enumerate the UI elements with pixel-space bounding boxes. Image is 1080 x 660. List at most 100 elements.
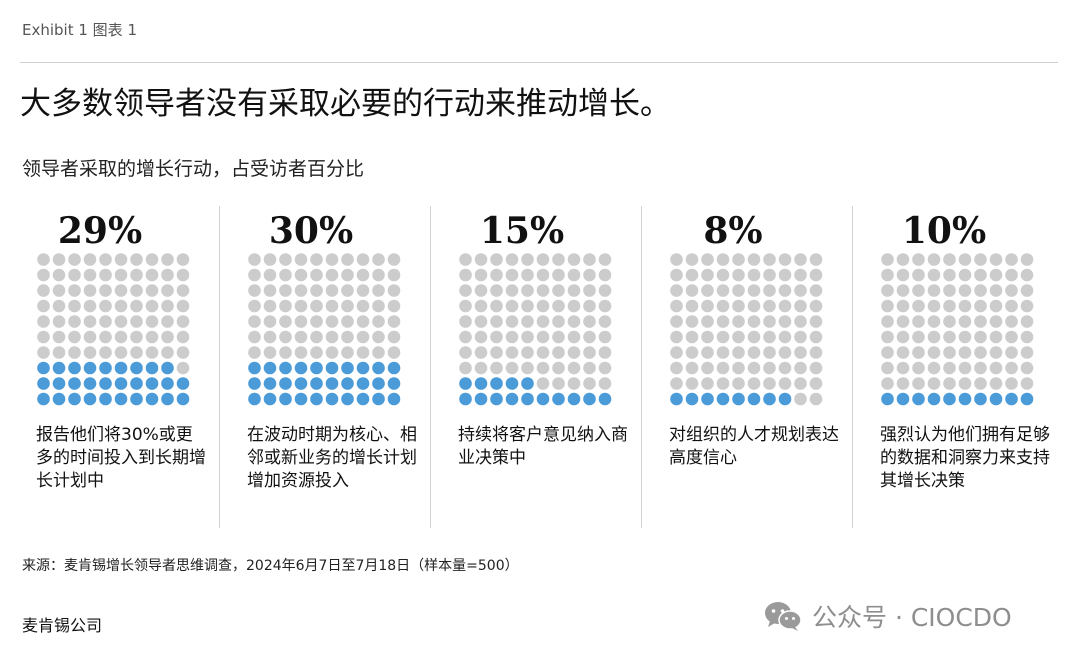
waffle-dot-empty xyxy=(279,268,292,282)
waffle-dot-empty xyxy=(145,330,159,344)
waffle-dot-empty xyxy=(583,346,596,359)
waffle-dot-empty xyxy=(809,315,823,328)
waffle-dot-empty xyxy=(989,253,1003,266)
waffle-dot-empty xyxy=(176,253,190,266)
waffle-dot-empty xyxy=(958,361,972,375)
waffle-dot-empty xyxy=(387,284,401,297)
waffle-dot-empty xyxy=(583,284,596,297)
wechat-icon xyxy=(765,602,802,631)
waffle-dot-empty xyxy=(701,361,714,375)
waffle-dot-empty xyxy=(83,268,97,282)
waffle-dot-empty xyxy=(114,346,128,359)
waffle-dot-empty xyxy=(583,377,596,390)
waffle-dot-filled xyxy=(912,392,925,406)
waffle-dot-empty xyxy=(912,330,925,344)
waffle-dot-empty xyxy=(521,361,534,375)
waffle-dot-empty xyxy=(1005,299,1018,313)
waffle-dot-empty xyxy=(263,253,277,266)
waffle-dot-filled xyxy=(598,392,612,406)
waffle-dot-empty xyxy=(763,268,776,282)
waffle-dot-empty xyxy=(552,253,565,266)
waffle-dot-empty xyxy=(1020,268,1034,282)
waffle-dot-empty xyxy=(356,253,370,266)
waffle-dot-empty xyxy=(567,330,581,344)
waffle-dot-empty xyxy=(248,330,261,344)
waffle-dot-empty xyxy=(809,392,823,406)
chart-title: 大多数领导者没有采取必要的行动来推动增长。 xyxy=(20,86,671,122)
waffle-dot-empty xyxy=(583,253,596,266)
waffle-dot-empty xyxy=(68,346,81,359)
waffle-dot-empty xyxy=(958,315,972,328)
waffle-dot-empty xyxy=(490,268,503,282)
waffle-dot-empty xyxy=(685,253,699,266)
waffle-dot-empty xyxy=(294,330,308,344)
waffle-dot-empty xyxy=(732,284,745,297)
waffle-dot-empty xyxy=(372,253,385,266)
waffle-dot-empty xyxy=(294,253,308,266)
waffle-dot-empty xyxy=(279,299,292,313)
waffle-dot-filled xyxy=(130,377,143,390)
waffle-dot-empty xyxy=(701,268,714,282)
waffle-dot-empty xyxy=(1020,253,1034,266)
waffle-dot-empty xyxy=(778,330,792,344)
waffle-dot-empty xyxy=(521,330,534,344)
waffle-dot-empty xyxy=(114,299,128,313)
waffle-dot-filled xyxy=(83,361,97,375)
waffle-dot-empty xyxy=(943,346,956,359)
waffle-dot-empty xyxy=(583,361,596,375)
waffle-dot-filled xyxy=(490,377,503,390)
waffle-dot-empty xyxy=(505,299,519,313)
waffle-dot-filled xyxy=(279,392,292,406)
waffle-dot-empty xyxy=(583,315,596,328)
waffle-dot-empty xyxy=(341,330,354,344)
waffle-dot-filled xyxy=(459,377,472,390)
waffle-dot-empty xyxy=(927,377,941,390)
waffle-dot-empty xyxy=(37,330,50,344)
waffle-dot-filled xyxy=(732,392,745,406)
waffle-dot-empty xyxy=(794,284,807,297)
waffle-dot-empty xyxy=(943,361,956,375)
waffle-dot-empty xyxy=(912,299,925,313)
waffle-dot-empty xyxy=(52,284,66,297)
waffle-dot-empty xyxy=(958,253,972,266)
waffle-dot-filled xyxy=(294,361,308,375)
waffle-dot-filled xyxy=(263,377,277,390)
waffle-dot-empty xyxy=(747,361,761,375)
waffle-dot-empty xyxy=(552,268,565,282)
waffle-dot-empty xyxy=(716,268,730,282)
waffle-dot-filled xyxy=(310,377,323,390)
waffle-dot-empty xyxy=(505,268,519,282)
waffle-dot-empty xyxy=(896,346,910,359)
waffle-dot-empty xyxy=(778,377,792,390)
waffle-dot-empty xyxy=(552,361,565,375)
waffle-dot-empty xyxy=(521,284,534,297)
waffle-dot-empty xyxy=(130,346,143,359)
waffle-dot-empty xyxy=(83,284,97,297)
waffle-dot-filled xyxy=(294,392,308,406)
waffle-dot-empty xyxy=(536,315,550,328)
waffle-dot-empty xyxy=(387,268,401,282)
waffle-dot-empty xyxy=(567,377,581,390)
waffle-dot-filled xyxy=(294,377,308,390)
waffle-dot-empty xyxy=(881,361,894,375)
waffle-dot-filled xyxy=(263,392,277,406)
waffle-dot-empty xyxy=(387,330,401,344)
waffle-dot-empty xyxy=(794,268,807,282)
waffle-dot-filled xyxy=(989,392,1003,406)
waffle-dot-empty xyxy=(763,299,776,313)
waffle-dot-empty xyxy=(778,361,792,375)
waffle-dot-empty xyxy=(670,268,683,282)
waffle-dot-filled xyxy=(567,392,581,406)
waffle-dot-empty xyxy=(114,268,128,282)
waffle-dot-empty xyxy=(521,268,534,282)
waffle-dot-filled xyxy=(325,392,339,406)
waffle-dot-empty xyxy=(809,346,823,359)
waffle-dot-empty xyxy=(943,253,956,266)
waffle-dot-empty xyxy=(809,299,823,313)
waffle-dot-empty xyxy=(263,268,277,282)
waffle-dot-empty xyxy=(490,253,503,266)
waffle-dot-empty xyxy=(567,346,581,359)
waffle-dot-empty xyxy=(490,361,503,375)
waffle-dot-filled xyxy=(130,361,143,375)
waffle-dot-empty xyxy=(567,299,581,313)
